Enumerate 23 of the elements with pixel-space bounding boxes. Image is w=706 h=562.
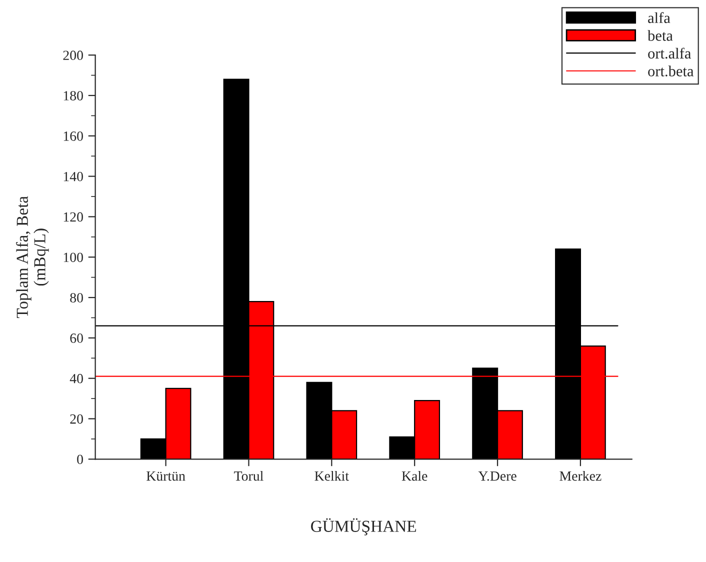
x-tick-label: Torul — [234, 470, 264, 481]
y-tick-label: 60 — [70, 334, 83, 343]
y-tick-label: 40 — [70, 374, 83, 384]
y-tick-label: 200 — [63, 50, 83, 60]
y-tick-label: 160 — [64, 131, 83, 141]
y-tick-label: 100 — [64, 252, 83, 262]
x-tick-label: Kelkit — [314, 470, 349, 481]
y-tick-label: 140 — [64, 172, 83, 182]
x-tick-label: Kürtün — [146, 472, 186, 481]
legend-label: ort.alfa — [648, 48, 692, 59]
legend-label: alfa — [648, 12, 670, 24]
legend-label: ort.beta — [648, 66, 694, 76]
y-tick-label: 80 — [70, 293, 83, 302]
x-axis-title: GÜMÜŞHANE — [311, 518, 416, 536]
x-tick-label: Merkez — [560, 470, 602, 481]
x-tick-label: Y.Dere — [478, 472, 516, 481]
y-tick-label: 20 — [70, 414, 83, 424]
legend-label: beta — [648, 30, 673, 41]
y-tick-label: 180 — [64, 91, 83, 100]
x-tick-label: Kale — [402, 470, 428, 481]
y-tick-label: 120 — [64, 212, 83, 222]
y-axis-title: Toplam Alfa, Beta (mBq/L) — [16, 196, 49, 318]
y-tick-label: 0 — [77, 454, 83, 464]
